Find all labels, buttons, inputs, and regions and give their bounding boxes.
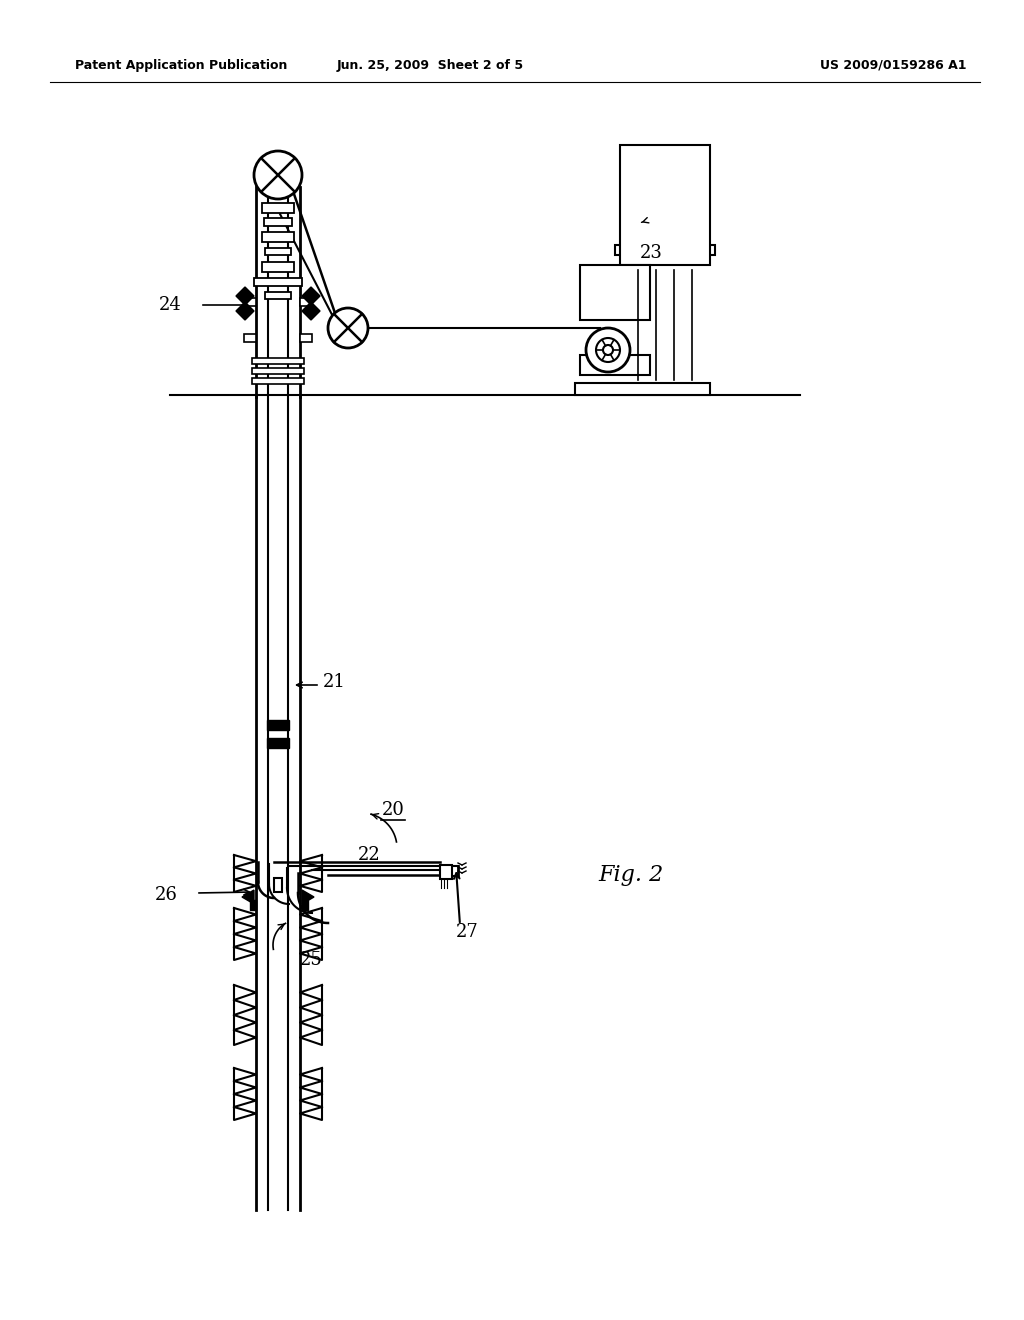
Bar: [440, 865, 452, 879]
Bar: [267, 738, 289, 748]
Bar: [252, 378, 304, 384]
Bar: [302, 900, 308, 909]
Circle shape: [603, 345, 613, 355]
Bar: [300, 334, 312, 342]
Bar: [580, 265, 650, 319]
Bar: [252, 358, 304, 364]
Text: 25: 25: [300, 950, 323, 969]
Polygon shape: [302, 302, 319, 319]
Bar: [244, 298, 256, 306]
Bar: [300, 298, 312, 306]
Bar: [262, 261, 294, 272]
Polygon shape: [302, 890, 314, 904]
Bar: [252, 368, 304, 374]
Bar: [620, 145, 710, 265]
Bar: [580, 355, 650, 375]
Bar: [262, 203, 294, 213]
Text: 26: 26: [155, 886, 178, 904]
Text: 27: 27: [456, 923, 479, 941]
Polygon shape: [236, 286, 254, 305]
Bar: [264, 218, 292, 226]
Bar: [267, 719, 289, 730]
Text: Patent Application Publication: Patent Application Publication: [75, 58, 288, 71]
Circle shape: [254, 150, 302, 199]
Bar: [274, 878, 282, 892]
Text: 24: 24: [160, 296, 182, 314]
Text: 20: 20: [382, 801, 404, 818]
Text: US 2009/0159286 A1: US 2009/0159286 A1: [820, 58, 967, 71]
Circle shape: [586, 327, 630, 372]
Text: 21: 21: [323, 673, 346, 690]
Text: 23: 23: [640, 244, 663, 261]
Polygon shape: [302, 286, 319, 305]
Bar: [265, 248, 291, 255]
Bar: [244, 334, 256, 342]
Polygon shape: [236, 302, 254, 319]
Bar: [265, 292, 291, 300]
Text: 22: 22: [358, 846, 381, 865]
Circle shape: [328, 308, 368, 348]
Text: Fig. 2: Fig. 2: [598, 865, 664, 886]
Bar: [615, 246, 715, 255]
Bar: [254, 279, 302, 286]
Polygon shape: [242, 890, 254, 904]
Bar: [575, 383, 710, 395]
Bar: [262, 232, 294, 242]
Text: Jun. 25, 2009  Sheet 2 of 5: Jun. 25, 2009 Sheet 2 of 5: [337, 58, 523, 71]
Bar: [250, 900, 256, 909]
